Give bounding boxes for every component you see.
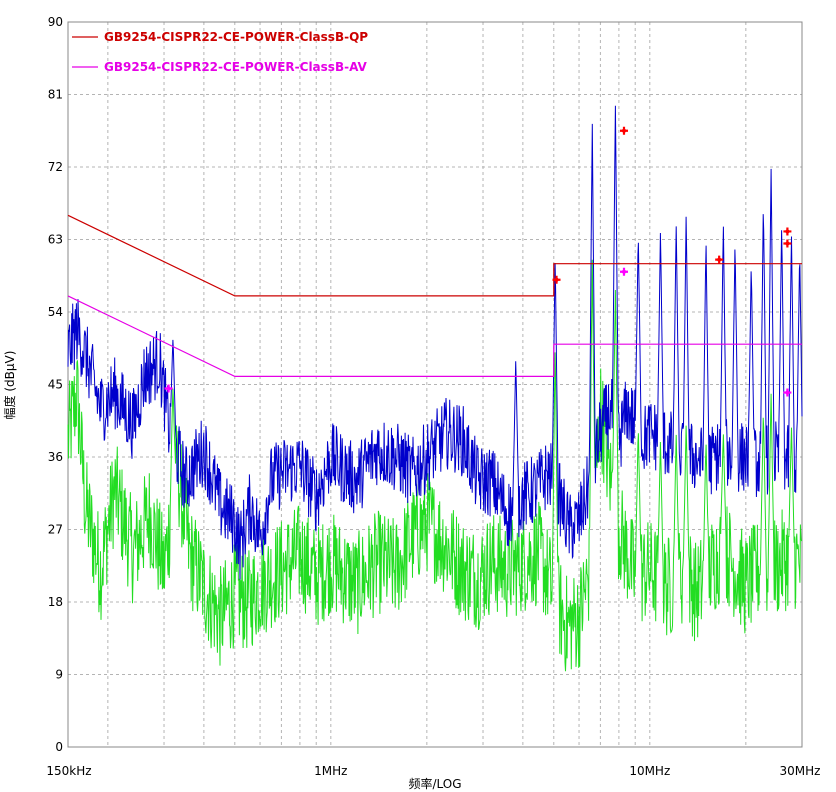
legend-label: GB9254-CISPR22-CE-POWER-ClassB-QP: [104, 30, 368, 44]
y-tick-label: 36: [48, 450, 63, 464]
qp-marker-dot: [621, 128, 626, 133]
traces: [67, 105, 803, 672]
qp-marker: [783, 239, 792, 248]
qp-marker-dot: [785, 241, 790, 246]
qp-marker-dot: [717, 257, 722, 262]
y-tick-label: 54: [48, 305, 63, 319]
limit-lines: [67, 214, 802, 377]
y-tick-label: 45: [48, 378, 63, 392]
av-marker: [783, 388, 792, 397]
average-trace: [67, 259, 803, 672]
y-tick-label: 90: [48, 15, 63, 29]
y-tick-label: 0: [55, 740, 63, 754]
qp-marker: [783, 227, 792, 236]
av-marker-dot: [621, 269, 626, 274]
av-marker-dot: [785, 390, 790, 395]
av-limit-line: [67, 295, 802, 377]
y-tick-label: 27: [48, 523, 63, 537]
y-tick-label: 9: [55, 668, 63, 682]
y-tick-label: 18: [48, 595, 63, 609]
x-tick-label: 1MHz: [314, 764, 347, 778]
qp-marker: [619, 126, 628, 135]
qp-marker: [552, 275, 561, 284]
av-marker-dot: [166, 386, 171, 391]
av-marker: [164, 384, 173, 393]
peak-trace: [67, 105, 803, 580]
legend: GB9254-CISPR22-CE-POWER-ClassB-QP GB9254-…: [72, 30, 368, 74]
legend-label: GB9254-CISPR22-CE-POWER-ClassB-AV: [104, 60, 368, 74]
x-tick-labels: 150kHz 1MHz 10MHz 30MHz: [46, 764, 820, 778]
x-tick-label: 150kHz: [46, 764, 91, 778]
y-axis-label: 幅度 (dBμV): [2, 351, 17, 420]
av-marker: [619, 267, 628, 276]
y-tick-label: 72: [48, 160, 63, 174]
x-axis-label: 频率/LOG: [408, 776, 461, 791]
y-tick-label: 63: [48, 233, 63, 247]
grid: [68, 22, 802, 747]
qp-marker-dot: [785, 229, 790, 234]
qp-limit-line: [67, 214, 802, 297]
qp-marker-dot: [554, 277, 559, 282]
x-tick-label: 30MHz: [780, 764, 821, 778]
markers: [164, 126, 792, 397]
x-tick-label: 10MHz: [629, 764, 670, 778]
y-tick-labels: 0 9 18 27 36 45 54 63 72 81 90: [48, 15, 63, 754]
qp-marker: [715, 255, 724, 264]
y-tick-label: 81: [48, 88, 63, 102]
